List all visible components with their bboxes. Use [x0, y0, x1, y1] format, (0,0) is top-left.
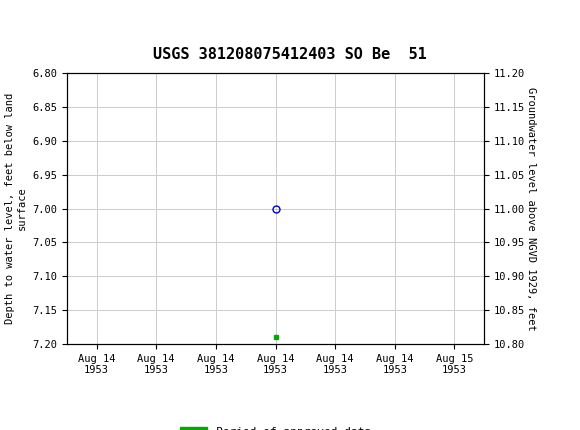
Y-axis label: Depth to water level, feet below land
surface: Depth to water level, feet below land su… [5, 93, 27, 324]
Y-axis label: Groundwater level above NGVD 1929, feet: Groundwater level above NGVD 1929, feet [527, 87, 536, 330]
Bar [3, 3, 39, 36]
Text: USGS: USGS [44, 12, 90, 27]
Legend: Period of approved data: Period of approved data [175, 423, 376, 430]
Text: USGS 381208075412403 SO Be  51: USGS 381208075412403 SO Be 51 [153, 47, 427, 62]
